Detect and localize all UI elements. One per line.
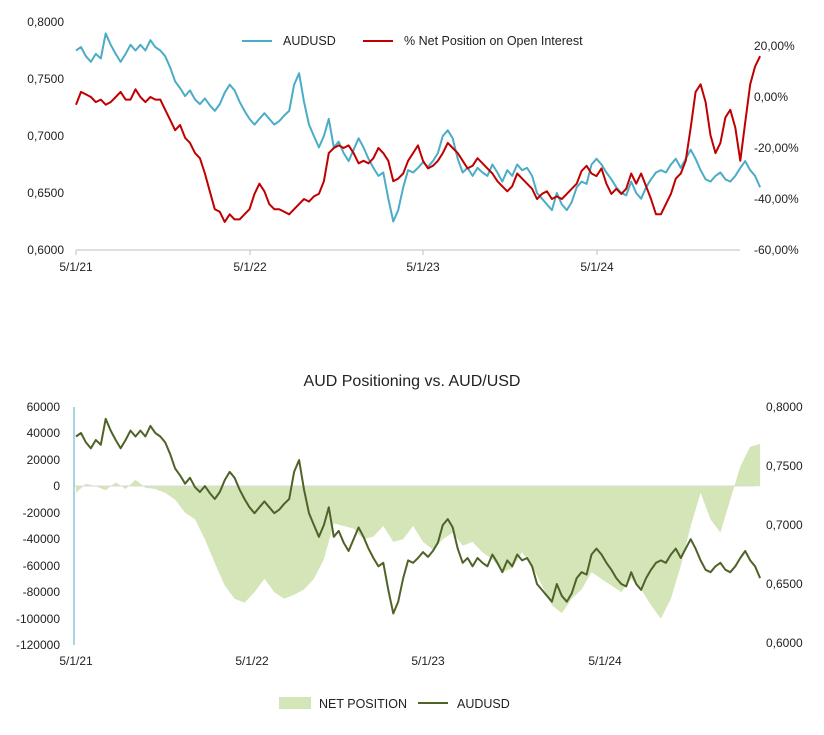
y-left-tick: 40000 (27, 426, 61, 440)
bottom-y-right-ticks: 0,6000 0,6500 0,7000 0,7500 0,8000 (766, 400, 803, 650)
y-left-tick: 60000 (27, 400, 61, 414)
y-right-tick: 0,7000 (766, 518, 803, 532)
y-left-tick: -20000 (23, 506, 61, 520)
y-right-tick: 0,6000 (766, 636, 803, 650)
y-left-tick: -120000 (16, 638, 60, 652)
y-left-tick: 0,6500 (27, 186, 64, 200)
x-tick-label: 5/1/24 (580, 260, 614, 274)
bottom-y-left-ticks: -120000 -100000 -80000 -60000 -40000 -20… (16, 400, 60, 652)
x-tick-label: 5/1/21 (59, 654, 93, 668)
bottom-legend: NET POSITION AUDUSD (279, 697, 510, 711)
legend-label-audusd: AUDUSD (457, 697, 510, 711)
legend-swatch-net-position (279, 697, 311, 709)
y-right-tick: -40,00% (754, 192, 799, 206)
x-tick-label: 5/1/23 (406, 260, 440, 274)
y-right-tick: -60,00% (754, 243, 799, 257)
y-left-tick: -60000 (23, 559, 61, 573)
series-area-net-position (76, 444, 761, 619)
bottom-chart: AUD Positioning vs. AUD/USD -120000 -100… (16, 373, 803, 711)
y-left-tick: 0 (53, 479, 60, 493)
y-right-tick: 0,00% (754, 90, 788, 104)
y-right-tick: -20,00% (754, 141, 799, 155)
y-left-tick: 0,7000 (27, 129, 64, 143)
legend-label-net-pct: % Net Position on Open Interest (404, 34, 583, 48)
chart-title: AUD Positioning vs. AUD/USD (304, 373, 521, 390)
y-right-tick: 20,00% (754, 39, 795, 53)
series-line-net-pct (75, 55, 761, 223)
x-tick-label: 5/1/21 (59, 260, 93, 274)
x-tick-label: 5/1/23 (411, 654, 445, 668)
y-left-tick: 0,6000 (27, 243, 64, 257)
x-tick-label: 5/1/22 (235, 654, 269, 668)
y-left-tick: 0,8000 (27, 15, 64, 29)
y-right-tick: 0,8000 (766, 400, 803, 414)
bottom-x-ticks: 5/1/21 5/1/22 5/1/23 5/1/24 (59, 654, 622, 668)
y-right-tick: 0,7500 (766, 459, 803, 473)
y-left-tick: -80000 (23, 585, 61, 599)
y-left-tick: -40000 (23, 532, 61, 546)
legend-label-audusd: AUDUSD (283, 34, 336, 48)
top-chart: AUDUSD % Net Position on Open Interest 0… (27, 15, 799, 274)
y-left-tick: -100000 (16, 612, 60, 626)
legend-label-net-position: NET POSITION (319, 697, 407, 711)
x-tick-label: 5/1/24 (588, 654, 622, 668)
series-line-audusd (75, 417, 762, 615)
top-legend: AUDUSD % Net Position on Open Interest (242, 34, 583, 48)
y-left-tick: 0,7500 (27, 72, 64, 86)
y-left-tick: 20000 (27, 453, 61, 467)
x-tick-label: 5/1/22 (233, 260, 267, 274)
top-x-ticks: 5/1/21 5/1/22 5/1/23 5/1/24 (59, 250, 614, 274)
top-y-left-ticks: 0,6000 0,6500 0,7000 0,7500 0,8000 (27, 15, 64, 257)
top-y-right-ticks: -60,00% -40,00% -20,00% 0,00% 20,00% (754, 39, 799, 257)
y-right-tick: 0,6500 (766, 577, 803, 591)
